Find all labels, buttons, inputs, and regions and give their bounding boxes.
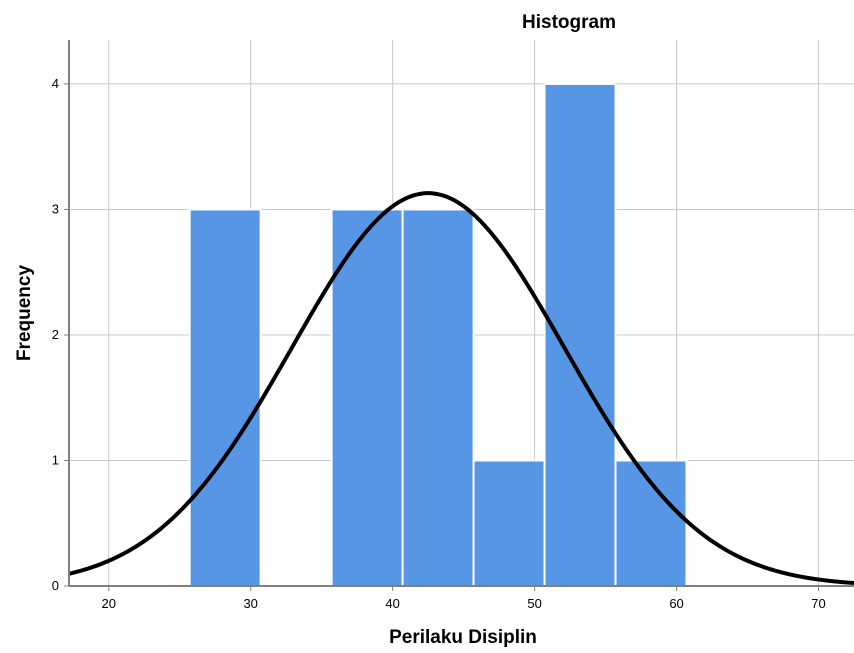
axes <box>68 40 854 587</box>
histogram-bar <box>543 82 617 588</box>
y-tick-label: 4 <box>52 76 59 91</box>
x-tick-label: 70 <box>811 596 825 611</box>
x-axis-label: Perilaku Disiplin <box>389 627 537 648</box>
x-tick-label: 30 <box>243 596 257 611</box>
y-axis-label: Frequency <box>14 265 35 362</box>
y-tick-labels: 0 1 2 3 4 <box>52 76 69 593</box>
histogram-bar <box>330 208 404 587</box>
x-tick-label: 50 <box>527 596 541 611</box>
x-tick-labels: 20 30 40 50 60 70 <box>102 586 826 611</box>
y-tick-label: 3 <box>52 201 59 216</box>
chart-title: Histogram <box>522 12 616 33</box>
histogram-bar <box>188 208 262 587</box>
x-tick-label: 40 <box>385 596 399 611</box>
x-tick-label: 60 <box>669 596 683 611</box>
y-tick-label: 0 <box>52 578 59 593</box>
x-tick-label: 20 <box>102 596 116 611</box>
y-tick-label: 2 <box>52 327 59 342</box>
histogram-bar <box>614 459 688 587</box>
y-tick-label: 1 <box>52 452 59 467</box>
histogram-bar <box>472 459 546 587</box>
normal-curve <box>68 191 854 586</box>
histogram-bar <box>401 208 475 587</box>
